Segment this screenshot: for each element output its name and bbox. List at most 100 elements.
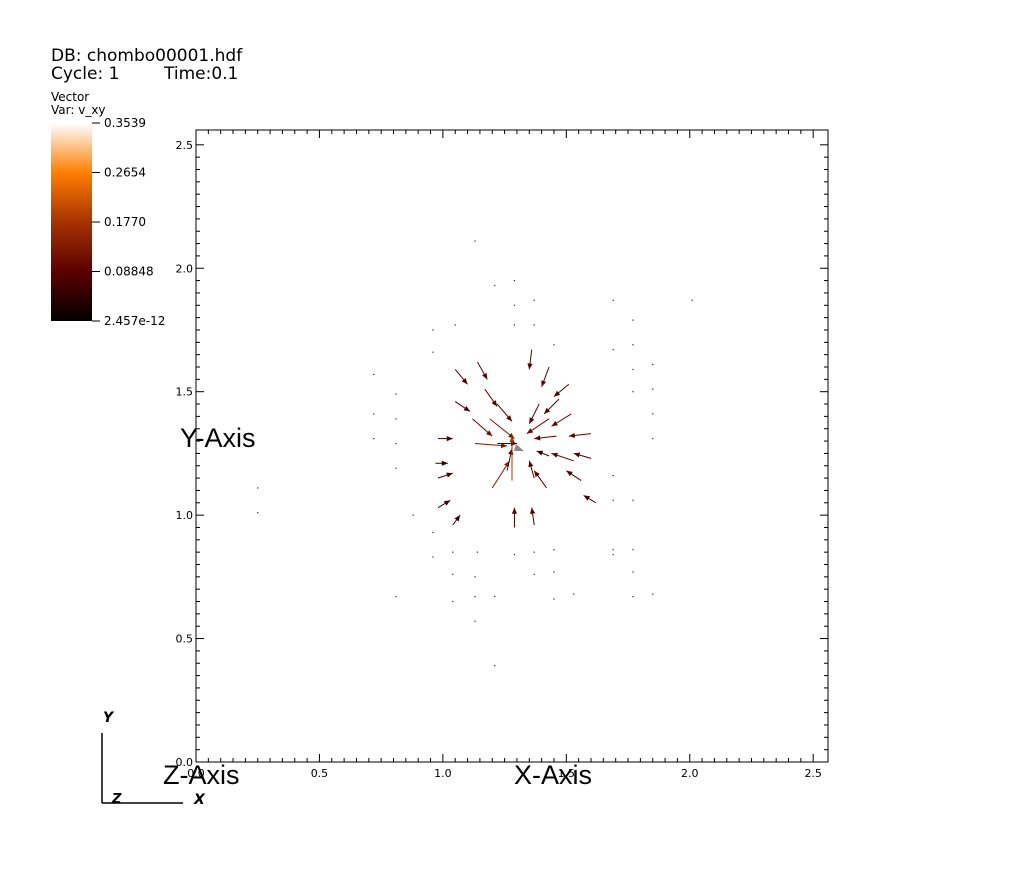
vector-point xyxy=(612,349,614,351)
colorbar-tick-label: 0.2654 xyxy=(104,166,146,180)
vector-head xyxy=(441,460,448,466)
vector-point xyxy=(612,475,614,477)
vector-point xyxy=(533,573,535,575)
vector-head xyxy=(527,363,533,370)
vector-point xyxy=(373,373,375,376)
vector-point xyxy=(652,413,654,415)
vector-point xyxy=(652,388,654,390)
cycle-value: Cycle: 1 xyxy=(51,64,120,84)
vector-point xyxy=(452,573,454,575)
vector-point xyxy=(395,467,397,469)
vector-point xyxy=(632,368,634,371)
vector-arrow xyxy=(474,442,508,449)
vector-point xyxy=(373,413,375,415)
vector-arrow xyxy=(568,432,592,439)
vector-head xyxy=(509,436,515,443)
vector-arrow xyxy=(573,452,592,459)
colorbar-tick-label: 0.08848 xyxy=(104,265,154,279)
vector-head xyxy=(553,390,561,397)
z-axis-label: Z-Axis xyxy=(163,760,240,790)
vector-head xyxy=(526,428,534,434)
vector-point xyxy=(632,595,634,598)
time-value: Time:0.1 xyxy=(164,64,239,84)
vector-arrow xyxy=(496,403,513,422)
database-label: DB: chombo00001.hdf xyxy=(51,46,243,66)
vector-arrow xyxy=(534,435,557,441)
colorbar-tick-label: 0.3539 xyxy=(104,116,146,130)
vector-point xyxy=(432,556,434,558)
center-glyph xyxy=(514,444,524,451)
vector-point xyxy=(452,600,454,603)
vector-point xyxy=(494,665,496,667)
vector-arrow xyxy=(551,413,572,427)
vector-head xyxy=(583,495,591,501)
triad-x-label: X xyxy=(193,792,206,808)
x-tick-label: 2.5 xyxy=(804,767,822,780)
vector-head xyxy=(536,450,544,456)
vector-head xyxy=(573,452,581,458)
vector-arrow xyxy=(553,383,570,398)
vector-arrow xyxy=(543,398,560,415)
vector-arrow xyxy=(527,349,533,370)
vector-point xyxy=(612,299,614,301)
vector-head xyxy=(528,460,534,468)
triad-y-label: Y xyxy=(103,710,115,726)
x-tick-label: 0.0 xyxy=(187,767,205,780)
vector-head xyxy=(446,435,453,442)
vector-head xyxy=(463,405,471,412)
vector-arrow xyxy=(484,388,498,407)
vector-point xyxy=(432,531,434,534)
tick-labels: 0.0 0.5 1.0 1.5 2.0 2.5 0.0 0.5 1.0 1.5 2.0 2.5 xyxy=(176,139,822,780)
vector-arrow xyxy=(530,507,536,526)
vector-point xyxy=(452,551,454,553)
vector-point xyxy=(474,620,476,622)
vector-point xyxy=(632,499,634,501)
legend-plot-type: Vector xyxy=(51,90,90,104)
vector-head xyxy=(500,442,508,449)
vector-point xyxy=(494,284,496,287)
vector-point xyxy=(494,595,496,598)
vector-point xyxy=(474,576,476,578)
vector-arrow xyxy=(528,460,535,479)
vector-point xyxy=(612,554,614,556)
vector-arrow xyxy=(437,499,451,509)
x-axis-label: X-Axis xyxy=(514,760,592,790)
vector-point xyxy=(395,418,397,420)
vector-point xyxy=(513,554,516,556)
vector-head xyxy=(551,420,558,427)
plot-frame xyxy=(195,129,829,763)
vector-arrow xyxy=(526,418,550,435)
vector-arrow xyxy=(437,472,453,479)
vector-arrow xyxy=(509,436,515,481)
vector-point xyxy=(432,329,434,331)
vector-arrow xyxy=(491,460,510,489)
axis-ticks xyxy=(195,130,828,763)
vector-arrow xyxy=(536,450,550,457)
vector-point xyxy=(652,363,654,366)
vector-point xyxy=(476,551,479,553)
vector-head xyxy=(508,432,515,439)
y-tick-label: 1.5 xyxy=(176,386,194,399)
point-markers xyxy=(257,240,693,667)
vector-arrow xyxy=(528,403,540,425)
vector-arrow xyxy=(511,507,518,528)
vector-head xyxy=(551,452,559,458)
colorbar-tick-label: 0.1770 xyxy=(104,215,146,229)
vector-point xyxy=(474,595,476,598)
vector-point xyxy=(632,344,634,346)
vector-point xyxy=(652,593,654,595)
vector-arrows xyxy=(435,349,597,528)
vector-arrow xyxy=(489,418,515,439)
vector-head xyxy=(529,417,535,424)
vector-point xyxy=(395,442,397,445)
vector-point xyxy=(412,514,414,516)
colorbar-tick-label: 2.457e-12 xyxy=(104,314,165,328)
y-axis-label: Y-Axis xyxy=(180,423,256,453)
vector-point xyxy=(395,393,397,395)
vector-point xyxy=(474,240,476,242)
vector-head xyxy=(541,380,547,387)
vector-head xyxy=(482,372,488,380)
vector-arrow xyxy=(435,460,448,466)
y-tick-label: 2.5 xyxy=(176,139,194,152)
y-tick-label: 0.0 xyxy=(176,756,194,769)
